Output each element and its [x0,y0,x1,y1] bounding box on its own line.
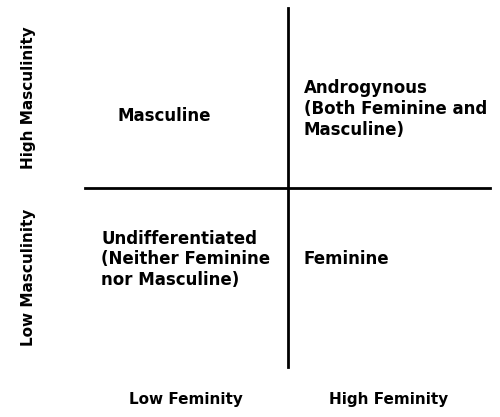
Text: Low Feminity: Low Feminity [130,392,243,407]
Text: Androgynous
(Both Feminine and
Masculine): Androgynous (Both Feminine and Masculine… [304,79,487,138]
Text: Low Masculinity: Low Masculinity [21,208,36,346]
Text: High Masculinity: High Masculinity [21,27,36,169]
Text: Undifferentiated
(Neither Feminine
nor Masculine): Undifferentiated (Neither Feminine nor M… [101,230,270,289]
Text: Masculine: Masculine [118,107,211,125]
Text: High Feminity: High Feminity [329,392,448,407]
Text: Feminine: Feminine [304,250,390,269]
